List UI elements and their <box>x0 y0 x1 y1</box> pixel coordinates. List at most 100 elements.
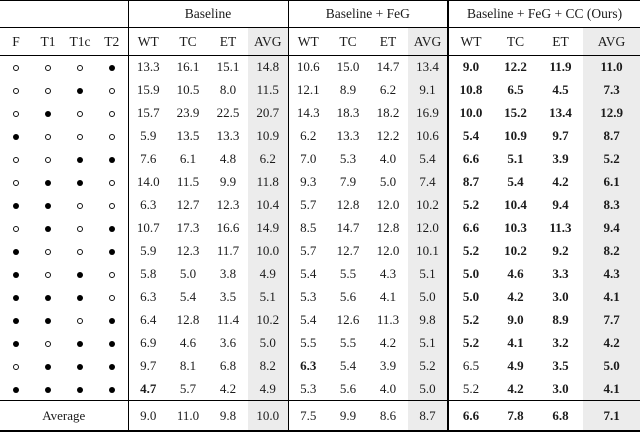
value-cell: 5.5 <box>339 266 357 281</box>
value-cell: 9.1 <box>408 78 450 102</box>
value-cell: 5.2 <box>462 380 480 396</box>
value-cell: 3.6 <box>219 335 237 350</box>
value-cell: 4.2 <box>507 380 524 396</box>
value-cell: 8.7 <box>462 174 480 189</box>
value-cell: 4.2 <box>552 174 569 189</box>
value-cell: 3.8 <box>219 266 237 281</box>
modality-cell <box>32 194 64 217</box>
value-cell: 12.8 <box>336 197 360 212</box>
value-cell: 6.5 <box>507 82 524 97</box>
filled-circle-icon <box>45 226 51 233</box>
average-value-cell: 9.0 <box>128 400 168 431</box>
value-cell: 10.7 <box>136 220 160 235</box>
open-circle-icon <box>45 88 51 95</box>
modality-cell <box>64 194 96 217</box>
value-cell: 5.0 <box>462 266 480 281</box>
value-cell: 6.3 <box>300 358 317 373</box>
modality-cell <box>96 170 129 194</box>
value-cell: 14.3 <box>296 105 320 120</box>
filled-circle-icon <box>13 249 19 256</box>
open-circle-icon <box>13 226 19 233</box>
value-cell: 9.0 <box>462 59 480 75</box>
value-cell: 9.9 <box>219 174 237 189</box>
filled-circle-icon <box>108 341 115 348</box>
value-cell: 5.0 <box>408 285 450 309</box>
value-cell: 5.0 <box>379 174 397 189</box>
value-cell: 12.9 <box>583 101 640 125</box>
value-cell: 9.0 <box>507 312 524 327</box>
filled-circle-icon <box>108 65 115 72</box>
value-cell: 3.3 <box>552 266 569 281</box>
value-cell: 5.4 <box>462 128 480 143</box>
average-value-cell: 11.0 <box>168 400 208 431</box>
column-header-ours-avg: AVG <box>583 27 640 56</box>
filled-circle-icon <box>13 203 19 210</box>
value-cell: 3.2 <box>552 335 569 350</box>
modality-cell <box>0 125 32 148</box>
modality-cell <box>0 263 32 286</box>
value-cell: 8.2 <box>583 239 640 263</box>
value-cell: 4.2 <box>583 331 640 355</box>
value-cell: 5.2 <box>408 354 450 378</box>
value-cell: 9.7 <box>552 128 569 143</box>
modality-cell <box>96 262 129 286</box>
average-value-cell: 7.5 <box>288 400 328 431</box>
value-cell: 9.7 <box>140 358 157 373</box>
modality-cell <box>0 56 32 79</box>
value-cell: 4.2 <box>379 335 397 350</box>
value-cell: 4.1 <box>583 285 640 309</box>
value-cell: 20.7 <box>248 101 289 125</box>
value-cell: 10.9 <box>504 128 527 143</box>
value-cell: 12.2 <box>504 59 527 75</box>
value-cell: 5.5 <box>339 335 357 350</box>
value-cell: 10.6 <box>296 59 320 75</box>
open-circle-icon <box>77 226 83 233</box>
average-value-cell: 8.7 <box>408 400 450 431</box>
value-cell: 9.8 <box>408 308 450 332</box>
average-value-cell: 9.9 <box>328 400 368 431</box>
value-cell: 4.9 <box>248 377 289 401</box>
value-cell: 6.1 <box>179 151 197 166</box>
average-value-cell: 6.8 <box>538 400 584 431</box>
value-cell: 5.2 <box>583 147 640 171</box>
modality-cell <box>96 216 129 240</box>
open-circle-icon <box>77 203 83 210</box>
filled-circle-icon <box>108 386 115 393</box>
value-cell: 4.2 <box>219 380 237 396</box>
value-cell: 4.9 <box>507 358 524 373</box>
value-cell: 12.8 <box>176 312 200 327</box>
modality-cell <box>64 148 96 171</box>
modality-cell <box>0 240 32 263</box>
value-cell: 17.3 <box>176 220 200 235</box>
value-cell: 12.0 <box>376 197 400 212</box>
value-cell: 15.0 <box>336 59 360 75</box>
value-cell: 5.2 <box>462 335 480 350</box>
modality-cell <box>32 263 64 286</box>
filled-circle-icon <box>13 272 19 279</box>
modality-cell <box>32 378 64 401</box>
value-cell: 18.2 <box>376 105 400 120</box>
value-cell: 16.6 <box>216 220 240 235</box>
value-cell: 10.1 <box>408 239 450 263</box>
value-cell: 13.5 <box>176 128 200 143</box>
value-cell: 5.4 <box>339 358 357 373</box>
value-cell: 10.4 <box>504 197 527 212</box>
value-cell: 12.0 <box>376 243 400 258</box>
average-value-cell: 10.0 <box>248 400 289 431</box>
value-cell: 6.2 <box>248 147 289 171</box>
table-row: 5.8 5.0 3.8 4.9 5.4 5.5 4.3 5.1 5.0 4.6 3.3 4.3 <box>0 262 640 286</box>
value-cell: 22.5 <box>216 105 240 120</box>
value-cell: 6.2 <box>379 82 397 97</box>
value-cell: 4.6 <box>507 266 524 281</box>
modality-cell <box>64 240 96 263</box>
value-cell: 16.9 <box>408 101 450 125</box>
group-header-ours: Baseline + FeG + CC (Ours) <box>448 0 640 28</box>
value-cell: 7.3 <box>583 78 640 102</box>
modality-cell <box>96 147 129 171</box>
column-header-f: F <box>0 27 32 56</box>
value-cell: 12.3 <box>176 243 200 258</box>
value-cell: 4.0 <box>379 380 397 396</box>
value-cell: 14.0 <box>136 174 160 189</box>
filled-circle-icon <box>77 180 83 187</box>
modality-cell <box>0 355 32 378</box>
